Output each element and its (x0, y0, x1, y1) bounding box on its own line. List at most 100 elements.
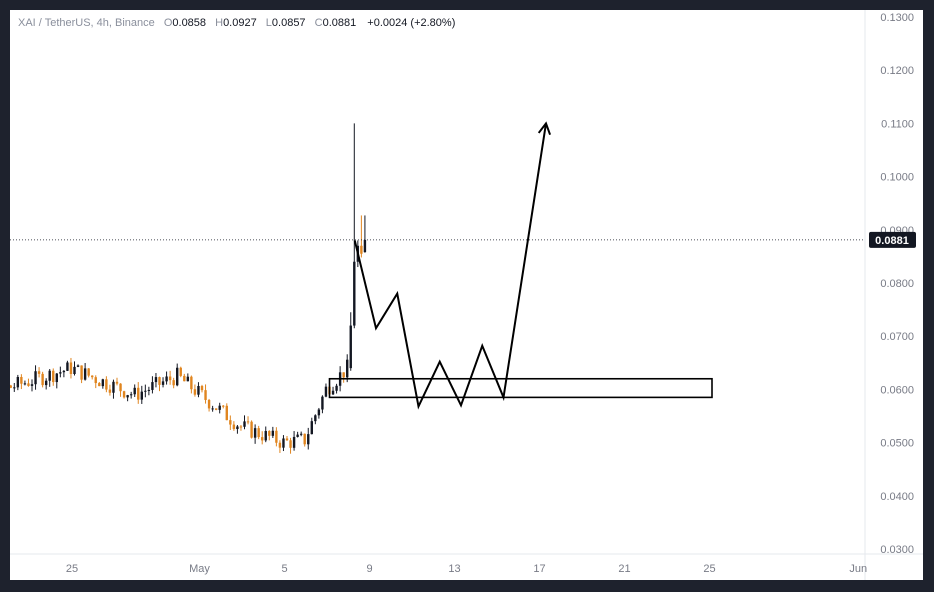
candle-body (331, 390, 335, 395)
candle-body (137, 387, 140, 400)
candle-body (324, 386, 328, 397)
price-tick-label: 0.0600 (880, 384, 914, 396)
high-value: 0.0927 (223, 17, 257, 29)
candle-body (363, 239, 367, 253)
price-tick-label: 0.0700 (880, 331, 914, 343)
candle-body (27, 383, 30, 386)
price-tick-label: 0.1200 (880, 65, 914, 77)
candle-body (200, 386, 204, 391)
candle-body (80, 365, 83, 380)
candle-body (303, 433, 306, 445)
candle-body (335, 385, 338, 391)
candle-body (275, 430, 278, 443)
candle-body (236, 426, 239, 430)
candle-body (282, 438, 285, 448)
time-tick-label: 9 (366, 563, 372, 575)
candle-body (285, 438, 289, 441)
time-tick-label: 17 (533, 563, 545, 575)
price-axis[interactable]: 0.13000.12000.11000.10000.09000.08000.07… (880, 12, 914, 556)
symbol-header: XAI / TetherUS, 4h, Binance O0.0858 H0.0… (18, 17, 455, 29)
price-tick-label: 0.1100 (881, 118, 914, 130)
candle-body (59, 372, 62, 374)
candle-body (115, 381, 119, 384)
candle-body (232, 424, 236, 430)
close-label: C (314, 17, 323, 29)
candle-body (140, 391, 143, 400)
candle-body (129, 394, 133, 396)
candle-body (154, 377, 158, 383)
candle-body (119, 383, 122, 392)
candle-body (147, 389, 151, 391)
symbol-title[interactable]: XAI / TetherUS, 4h, Binance (18, 17, 155, 29)
candle-body (41, 373, 44, 386)
time-axis[interactable]: 25 May 5 9 13 17 21 25 Jun (66, 563, 867, 575)
low-value: 0.0857 (271, 17, 306, 29)
price-tick-label: 0.0300 (880, 544, 914, 556)
open-label: O (163, 17, 173, 29)
candle-body (101, 379, 105, 387)
candle-body (94, 377, 97, 384)
candle-body (250, 421, 253, 438)
candle-body (48, 370, 51, 381)
candle-body (253, 428, 257, 438)
time-tick-label: Jun (849, 563, 867, 575)
low-label: L (265, 17, 272, 29)
candle-body (158, 377, 161, 385)
candle-body (292, 436, 296, 448)
candle-body (314, 415, 317, 422)
candle-body (122, 391, 126, 398)
candle-body (66, 362, 69, 371)
candle-body (161, 381, 165, 385)
candle-body (360, 245, 363, 254)
candle-body (112, 381, 115, 393)
candle-body (307, 434, 310, 445)
time-tick-label: 25 (703, 563, 715, 575)
candle-body (62, 370, 66, 373)
candle-body (105, 379, 108, 390)
candle-body (126, 395, 129, 398)
candle-body (204, 390, 207, 400)
price-tick-label: 0.0400 (880, 491, 914, 503)
change-value: +0.0024 (+2.80%) (367, 17, 456, 29)
open-value: 0.0858 (172, 17, 207, 29)
close-value: 0.0881 (322, 17, 357, 29)
candle-body (214, 408, 218, 410)
candle-body (87, 368, 90, 376)
candle-body (30, 384, 34, 386)
candle-body (13, 387, 16, 389)
candle-body (289, 440, 292, 448)
drawings-layer[interactable] (328, 121, 713, 410)
candle-body (98, 383, 101, 387)
candle-body (183, 375, 186, 382)
last-price-badge (869, 231, 916, 248)
candle-body (55, 373, 58, 383)
candle-body (37, 371, 41, 374)
candle-body (346, 359, 349, 378)
candle-body (23, 383, 27, 385)
candle-body (211, 408, 214, 410)
projection-path[interactable] (353, 123, 547, 410)
high-label: H (215, 17, 224, 29)
candle-body (44, 380, 48, 386)
candle-body (246, 421, 250, 423)
candle-body (179, 367, 182, 376)
price-tick-label: 0.1000 (880, 172, 914, 184)
candles-layer (10, 123, 367, 454)
price-chart[interactable]: 0.13000.12000.11000.10000.09000.08000.07… (10, 10, 923, 580)
candle-body (151, 382, 154, 390)
candle-body (52, 370, 55, 383)
last-price-layer: 0.0881 (10, 231, 916, 248)
candle-body (69, 362, 73, 375)
candle-body (197, 386, 200, 395)
support-zone-rectangle[interactable] (328, 377, 713, 399)
candle-body (34, 371, 37, 385)
candle-body (271, 430, 275, 436)
candle-body (73, 366, 76, 375)
candle-body (207, 399, 211, 409)
price-tick-label: 0.1300 (880, 12, 914, 24)
time-tick-label: 21 (618, 563, 630, 575)
price-tick-label: 0.0800 (880, 278, 914, 290)
candle-body (257, 428, 260, 438)
candle-body (353, 261, 356, 326)
candle-body (222, 405, 225, 407)
